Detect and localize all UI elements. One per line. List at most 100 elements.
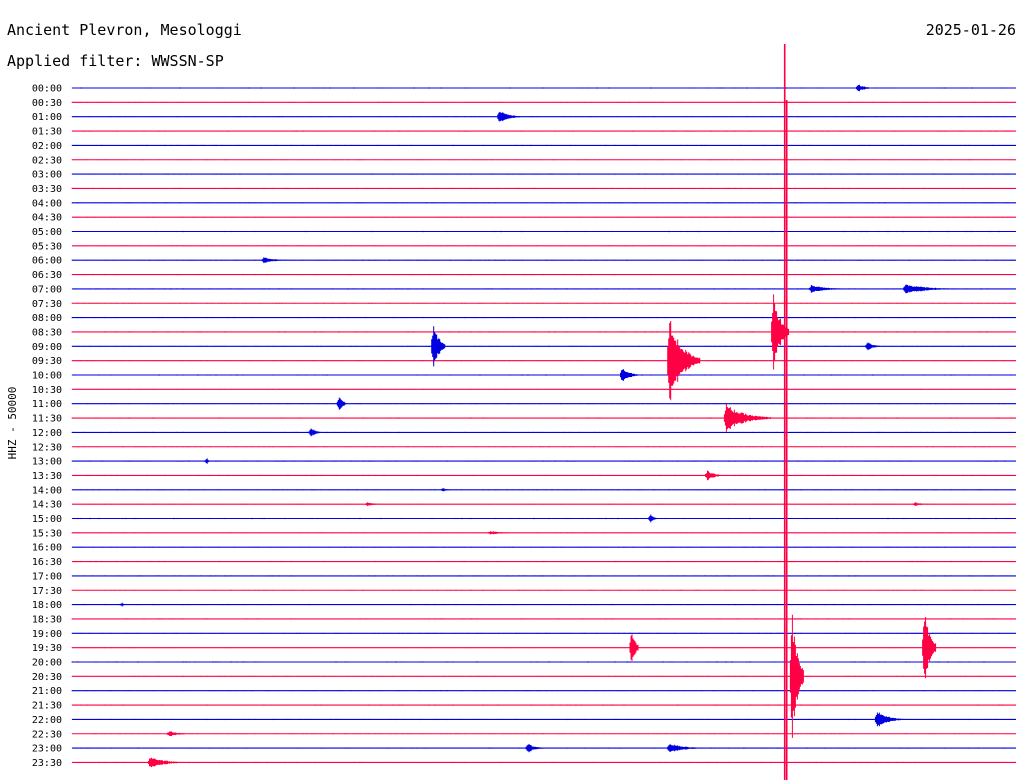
row-label: 16:30	[32, 557, 62, 568]
y-axis-label: HHZ - 50000	[6, 387, 19, 460]
events-layer	[119, 84, 960, 768]
row-label: 10:00	[32, 371, 62, 382]
row-label: 18:00	[32, 600, 62, 611]
trace-noise	[71, 704, 1015, 706]
trace-noise	[71, 331, 1015, 333]
trace-noise	[71, 560, 1015, 563]
row-label: 19:30	[32, 643, 62, 654]
seismic-event	[789, 614, 804, 738]
row-label: 19:00	[32, 629, 62, 640]
trace-noise	[71, 302, 1015, 304]
trace-noise	[71, 216, 1015, 218]
seismic-event	[667, 321, 701, 401]
trace-noise	[71, 144, 1015, 147]
row-label: 05:30	[32, 241, 62, 252]
seismic-event	[912, 502, 931, 506]
seismic-event	[166, 731, 190, 737]
seismic-event	[648, 514, 658, 523]
row-label: 13:00	[32, 457, 62, 468]
row-label: 00:00	[32, 84, 62, 95]
trace-noise	[71, 417, 1015, 419]
trace-noise	[71, 446, 1015, 448]
trace-noise	[71, 360, 1015, 362]
seismic-event	[705, 470, 723, 481]
trace-noise	[71, 159, 1015, 161]
row-label: 04:30	[32, 213, 62, 224]
filter-label: Applied filter: WWSSN-SP	[7, 52, 224, 70]
trace-noise	[71, 690, 1015, 692]
seismic-event	[620, 369, 638, 381]
row-label: 14:30	[32, 500, 62, 511]
seismic-event	[487, 531, 516, 535]
seismic-event	[431, 326, 446, 367]
row-label: 20:30	[32, 672, 62, 683]
trace-noise	[71, 374, 1015, 376]
seismic-event	[440, 488, 450, 492]
seismic-event	[865, 342, 880, 351]
trace-noise	[71, 345, 1015, 347]
trace-noise	[71, 632, 1015, 634]
row-label: 22:00	[32, 715, 62, 726]
trace-noise	[71, 101, 1015, 103]
row-label: 02:30	[32, 155, 62, 166]
trace-noise	[71, 187, 1015, 190]
row-label: 03:30	[32, 184, 62, 195]
seismic-event	[204, 458, 209, 464]
row-label: 20:00	[32, 658, 62, 669]
row-label: 15:30	[32, 528, 62, 539]
date-label: 2025-01-26	[925, 21, 1016, 39]
seismic-event	[148, 757, 185, 768]
trace-noise	[71, 273, 1015, 276]
trace-noise	[71, 403, 1015, 405]
row-label: 17:30	[32, 586, 62, 597]
row-label: 04:00	[32, 198, 62, 209]
row-label: 00:30	[32, 98, 62, 109]
seismic-event	[667, 744, 705, 752]
trace-noise	[71, 575, 1015, 577]
trace-noise	[71, 116, 1015, 118]
row-label: 13:30	[32, 471, 62, 482]
row-label: 18:30	[32, 614, 62, 625]
row-label: 10:30	[32, 385, 62, 396]
row-label: 03:00	[32, 170, 62, 181]
seismic-event	[336, 397, 346, 410]
row-label: 02:00	[32, 141, 62, 152]
trace-noise	[71, 230, 1015, 233]
seismic-event	[365, 502, 384, 506]
trace-noise	[71, 388, 1015, 390]
row-label: 16:00	[32, 543, 62, 554]
row-label: 08:30	[32, 327, 62, 338]
row-label: 14:00	[32, 485, 62, 496]
seismic-event	[903, 284, 960, 294]
trace-noise	[71, 316, 1015, 319]
station-title: Ancient Plevron, Mesologgi	[7, 21, 242, 39]
seismic-event	[119, 602, 124, 607]
row-label: 01:00	[32, 112, 62, 123]
row-label: 06:30	[32, 270, 62, 281]
trace-noise	[71, 589, 1015, 591]
row-label: 15:00	[32, 514, 62, 525]
row-label: 09:00	[32, 342, 62, 353]
seismic-event	[874, 712, 903, 727]
trace-noise	[71, 173, 1015, 175]
trace-noise	[71, 431, 1015, 434]
seismic-event	[723, 404, 771, 432]
trace-noise	[71, 661, 1015, 663]
row-label: 01:30	[32, 127, 62, 138]
row-label: 21:00	[32, 686, 62, 697]
row-label: 09:30	[32, 356, 62, 367]
row-label: 07:00	[32, 284, 62, 295]
seismic-event	[308, 428, 323, 437]
row-label: 23:00	[32, 744, 62, 755]
row-label: 05:00	[32, 227, 62, 238]
row-label: 22:30	[32, 729, 62, 740]
row-label: 23:30	[32, 758, 62, 769]
seismic-event	[525, 744, 544, 753]
row-label: 17:00	[32, 571, 62, 582]
trace-noise	[71, 245, 1015, 247]
row-label: 12:30	[32, 442, 62, 453]
seismic-event	[629, 634, 639, 661]
row-label: 06:00	[32, 256, 62, 267]
spike-layer	[783, 44, 788, 780]
row-label: 21:30	[32, 701, 62, 712]
